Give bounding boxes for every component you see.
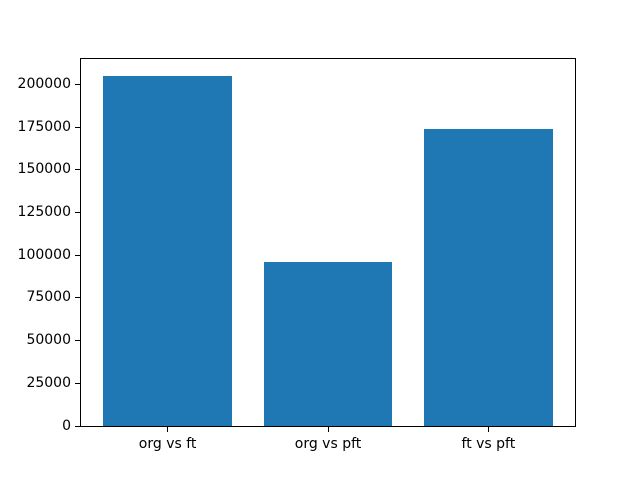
- y-axis-tick-mark: [75, 382, 80, 384]
- bar-org-vs-ft: [103, 76, 232, 426]
- y-axis-tick-label: 0: [62, 417, 71, 434]
- x-axis-tick-mark: [327, 427, 329, 432]
- x-axis-tick-mark: [487, 427, 489, 432]
- y-axis-tick-label: 200000: [17, 75, 71, 92]
- y-axis-tick-label: 75000: [26, 289, 71, 306]
- y-axis-tick-label: 150000: [17, 161, 71, 178]
- y-axis-tick-label: 125000: [17, 203, 71, 220]
- y-axis-tick-mark: [75, 169, 80, 171]
- x-axis-tick-label: ft vs pft: [461, 436, 516, 452]
- y-axis-tick-label: 100000: [17, 246, 71, 263]
- y-axis-tick-mark: [75, 297, 80, 299]
- x-axis-tick-mark: [167, 427, 169, 432]
- bar-ft-vs-pft: [424, 128, 553, 426]
- y-axis-tick-label: 50000: [26, 332, 71, 349]
- bar-org-vs-pft: [263, 262, 393, 426]
- y-axis-tick-mark: [75, 211, 80, 213]
- axes: 0 25000 50000 75000 100000 125000 150000 175000…: [18, 58, 576, 452]
- y-axis-tick-mark: [75, 340, 80, 342]
- y-axis-tick-mark: [75, 83, 80, 85]
- y-axis-tick-label: 25000: [26, 374, 71, 391]
- y-axis-tick-label: 175000: [17, 118, 71, 135]
- x-axis-tick-label: org vs ft: [138, 436, 197, 452]
- y-axis-tick-mark: [75, 254, 80, 256]
- y-axis-tick-mark: [75, 425, 80, 427]
- x-axis-tick-label: org vs pft: [294, 436, 362, 452]
- y-axis-tick-mark: [75, 126, 80, 128]
